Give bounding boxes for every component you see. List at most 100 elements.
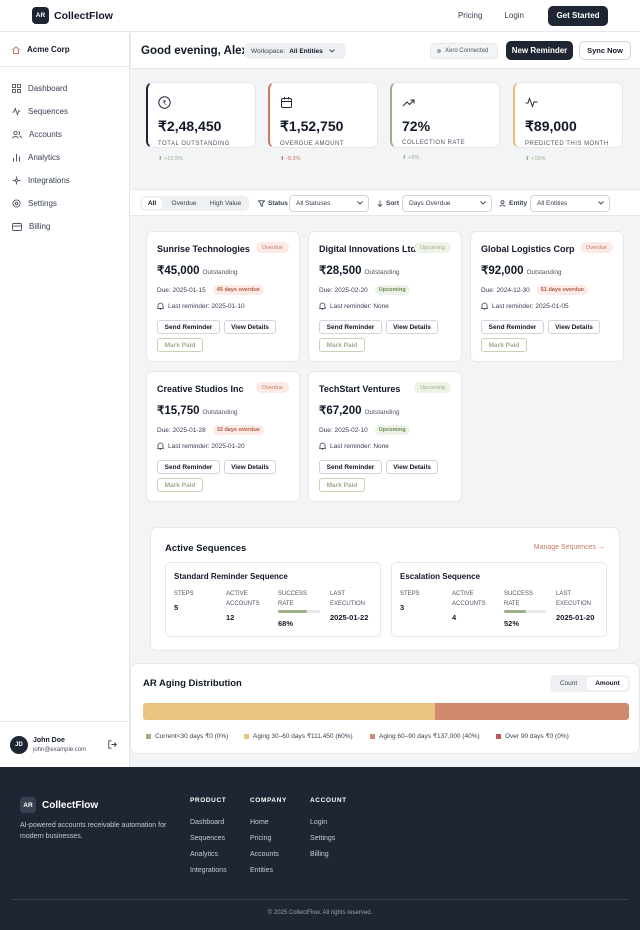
legend-label: Aging 60–90 days <box>379 732 432 740</box>
bell-icon <box>481 302 488 310</box>
workspace-selector[interactable]: Workspace: All Entities <box>244 43 346 59</box>
sidebar-item-label: Dashboard <box>28 84 68 93</box>
send-reminder-button[interactable]: Send Reminder <box>319 460 382 474</box>
account-card[interactable]: TechStart Ventures Upcoming ₹67,200 Outstan… <box>308 371 462 502</box>
footer-link[interactable]: Billing <box>310 851 329 858</box>
due-date: Due: 2025-01-15 <box>157 286 206 294</box>
sidebar-item-analytics[interactable]: Analytics <box>0 146 129 169</box>
manage-sequences-link[interactable]: Manage Sequences → <box>533 544 605 551</box>
view-details-button[interactable]: View Details <box>548 320 600 334</box>
sequence-card[interactable]: Standard Reminder Sequence STEPS ACTIVE … <box>165 562 381 637</box>
due-date-row: Due: 2025-02-20 Upcoming <box>319 285 410 295</box>
outstanding-amount: ₹67,200 Outstanding <box>319 403 400 417</box>
chevron-down-icon <box>598 201 604 205</box>
filter-tabs: All Overdue High Value <box>140 196 249 211</box>
toggle-count[interactable]: Count <box>559 680 578 687</box>
view-details-button[interactable]: View Details <box>386 320 438 334</box>
calendar-icon <box>281 97 292 108</box>
account-card[interactable]: Creative Studios Inc Overdue ₹15,750 Outsta… <box>146 371 300 502</box>
legend-value: ₹0 (0%) <box>545 733 569 740</box>
toggle-amount[interactable]: Amount <box>587 677 628 690</box>
mark-paid-button[interactable]: Mark Paid <box>157 338 203 352</box>
sidebar-item-integrations[interactable]: Integrations <box>0 169 129 192</box>
success-rate-fill <box>504 610 526 613</box>
view-details-button[interactable]: View Details <box>224 460 276 474</box>
sidebar-item-dashboard[interactable]: Dashboard <box>0 77 129 100</box>
nav-link-pricing[interactable]: Pricing <box>457 11 483 20</box>
col-steps-label: STEPS <box>174 591 194 597</box>
view-details-button[interactable]: View Details <box>224 320 276 334</box>
footer-link[interactable]: Home <box>250 819 269 826</box>
footer-link[interactable]: Pricing <box>250 835 272 842</box>
footer-link[interactable]: Dashboard <box>190 819 225 826</box>
logout-icon[interactable] <box>108 740 117 749</box>
sort-select[interactable]: Days Overdue <box>402 195 492 212</box>
mark-paid-button[interactable]: Mark Paid <box>481 338 527 352</box>
stat-card-overdue-amount: ₹1,52,750 OVERDUE AMOUNT ⬇ -8.3% <box>268 82 378 162</box>
top-navbar: AR CollectFlow Pricing Login Get Started <box>0 0 640 32</box>
send-reminder-button[interactable]: Send Reminder <box>481 320 544 334</box>
stat-change-value: -8.3% <box>286 156 301 162</box>
account-card[interactable]: Sunrise Technologies Overdue ₹45,000 Outsta… <box>146 231 300 362</box>
account-card[interactable]: Digital Innovations Ltd Upcoming ₹28,500 Ou… <box>308 231 462 362</box>
entity-select[interactable]: All Entities <box>530 195 610 212</box>
col-exec-label: LAST EXECUTION <box>556 591 592 607</box>
footer-link[interactable]: Analytics <box>190 851 219 858</box>
status-filter-label: Status <box>258 200 288 207</box>
sidebar-item-accounts[interactable]: Accounts <box>0 123 129 146</box>
last-reminder: Last reminder: 2025-01-20 <box>168 442 245 450</box>
due-badge: Upcoming <box>374 425 410 435</box>
brand-name[interactable]: CollectFlow <box>54 9 113 22</box>
footer-link[interactable]: Accounts <box>250 851 279 858</box>
status-select[interactable]: All Statuses <box>289 195 369 212</box>
account-card[interactable]: Global Logistics Corp Overdue ₹92,000 Outst… <box>470 231 624 362</box>
due-date: Due: 2025-01-28 <box>157 426 206 434</box>
footer-link[interactable]: Settings <box>310 835 336 842</box>
legend-label: Current<30 days <box>155 732 204 740</box>
chevron-down-icon <box>357 201 363 205</box>
greeting-title: Good evening, Alex <box>141 45 248 57</box>
last-reminder: Last reminder: None <box>330 442 389 450</box>
send-reminder-button[interactable]: Send Reminder <box>157 460 220 474</box>
mark-paid-button[interactable]: Mark Paid <box>319 478 365 492</box>
footer-link[interactable]: Entities <box>250 867 273 874</box>
send-reminder-button[interactable]: Send Reminder <box>319 320 382 334</box>
last-reminder: Last reminder: 2025-01-10 <box>168 302 245 310</box>
accounts-value: 12 <box>226 613 235 622</box>
footer-link[interactable]: Integrations <box>190 867 227 874</box>
footer-link[interactable]: Sequences <box>190 835 226 842</box>
send-reminder-button[interactable]: Send Reminder <box>157 320 220 334</box>
account-name: Global Logistics Corp <box>481 244 575 254</box>
view-details-button[interactable]: View Details <box>386 460 438 474</box>
entity-label-text: Entity <box>509 200 528 207</box>
sidebar-item-sequences[interactable]: Sequences <box>0 100 129 123</box>
workspace-label: Workspace: <box>251 47 286 55</box>
entity-select-value: All Entities <box>537 200 568 207</box>
avatar[interactable]: JD <box>10 735 28 754</box>
get-started-button[interactable]: Get Started <box>548 5 608 26</box>
sidebar-item-settings[interactable]: Settings <box>0 192 129 215</box>
tab-high-value[interactable]: High Value <box>209 200 242 207</box>
logo-badge[interactable]: AR <box>32 7 49 24</box>
sync-now-button[interactable]: Sync Now <box>579 41 631 60</box>
trend-down-icon: ⬇ <box>280 156 285 162</box>
mark-paid-button[interactable]: Mark Paid <box>157 478 203 492</box>
tab-all[interactable]: All <box>142 198 162 209</box>
legend-value: ₹111,450 (60%) <box>306 733 353 740</box>
footer-brand: AR CollectFlow <box>20 797 98 813</box>
aging-distribution-bar <box>143 703 629 720</box>
stat-change: ⬆ +5% <box>402 155 499 161</box>
credit-card-icon <box>12 222 22 231</box>
company-selector[interactable]: Acme Corp <box>0 33 129 67</box>
footer-link[interactable]: Login <box>310 819 328 826</box>
mark-paid-button[interactable]: Mark Paid <box>319 338 365 352</box>
tab-overdue[interactable]: Overdue <box>171 200 197 207</box>
footer-tagline: AI-powered accounts receivable automatio… <box>20 822 167 840</box>
nav-link-login[interactable]: Login <box>504 11 524 20</box>
stat-card-total-outstanding: ₹ ₹2,48,450 TOTAL OUTSTANDING ⬆ +12.5% <box>146 82 256 162</box>
workspace-value: All Entities <box>289 47 323 55</box>
sequence-card[interactable]: Escalation Sequence STEPS ACTIVE ACCOUNT… <box>391 562 607 637</box>
sidebar-item-billing[interactable]: Billing <box>0 215 129 238</box>
sort-label: Sort <box>377 200 399 207</box>
new-reminder-button[interactable]: New Reminder <box>506 41 573 60</box>
